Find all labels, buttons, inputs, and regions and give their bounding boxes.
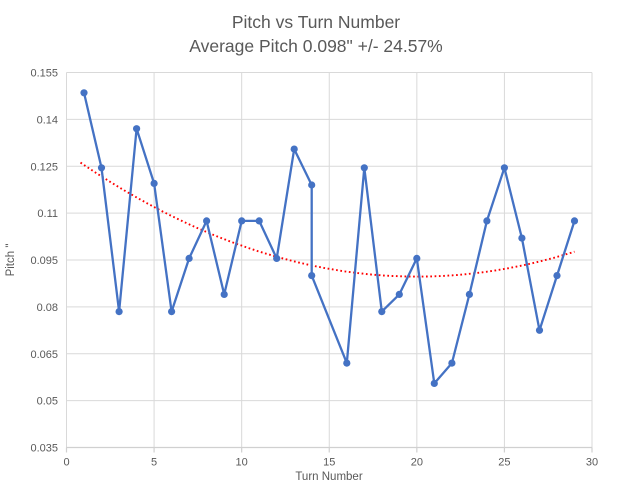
data-point[interactable] bbox=[185, 254, 193, 262]
data-point[interactable] bbox=[97, 164, 106, 172]
data-point[interactable] bbox=[150, 179, 158, 187]
data-point[interactable] bbox=[80, 89, 88, 97]
data-point[interactable] bbox=[360, 164, 368, 172]
trendline bbox=[79, 161, 575, 278]
data-point[interactable] bbox=[378, 308, 386, 316]
data-point[interactable] bbox=[238, 217, 246, 225]
data-point[interactable] bbox=[273, 254, 281, 262]
data-point[interactable] bbox=[553, 272, 561, 280]
data-point[interactable] bbox=[343, 359, 351, 367]
chart-title: Pitch vs Turn Number bbox=[232, 12, 400, 32]
data-point[interactable] bbox=[290, 145, 298, 153]
data-point[interactable] bbox=[448, 359, 456, 367]
axes bbox=[65, 446, 593, 453]
data-point[interactable] bbox=[535, 326, 544, 334]
data-point[interactable] bbox=[220, 290, 228, 298]
x-tick-label: 25 bbox=[498, 457, 510, 469]
y-tick-label: 0.05 bbox=[37, 396, 58, 408]
data-point[interactable] bbox=[465, 290, 473, 298]
y-tick-label: 0.14 bbox=[37, 114, 58, 126]
y-tick-label: 0.095 bbox=[30, 255, 58, 267]
y-axis-title: Pitch " bbox=[5, 244, 17, 277]
data-point[interactable] bbox=[133, 125, 141, 133]
y-tick-label: 0.08 bbox=[37, 302, 58, 314]
data-point[interactable] bbox=[430, 379, 438, 387]
gridlines bbox=[66, 72, 593, 448]
y-tick-label: 0.065 bbox=[30, 349, 58, 361]
x-tick-label: 0 bbox=[63, 457, 69, 469]
data-point[interactable] bbox=[168, 308, 176, 316]
trendline-layer bbox=[79, 161, 575, 278]
data-point[interactable] bbox=[500, 164, 508, 172]
x-tick-label: 5 bbox=[151, 457, 157, 469]
tick-labels: 0.035 0.05 0.065 0.08 0.095 0.11 0.125 0.14 0.15… bbox=[30, 68, 598, 469]
series-layer bbox=[80, 89, 579, 387]
data-point[interactable] bbox=[308, 181, 316, 189]
data-point[interactable] bbox=[255, 217, 263, 225]
x-tick-label: 30 bbox=[586, 457, 598, 469]
x-tick-label: 10 bbox=[236, 457, 248, 469]
y-tick-label: 0.155 bbox=[30, 68, 58, 80]
data-point[interactable] bbox=[570, 217, 579, 225]
x-tick-label: 15 bbox=[323, 457, 335, 469]
y-tick-label: 0.11 bbox=[37, 208, 58, 220]
data-point[interactable] bbox=[115, 308, 123, 316]
data-point[interactable] bbox=[518, 234, 526, 242]
data-point[interactable] bbox=[203, 217, 211, 225]
data-point[interactable] bbox=[395, 290, 403, 298]
x-tick-label: 20 bbox=[411, 457, 423, 469]
x-axis-title: Turn Number bbox=[295, 471, 362, 483]
data-point[interactable] bbox=[483, 217, 491, 225]
data-point[interactable] bbox=[413, 254, 421, 262]
data-point[interactable] bbox=[308, 272, 316, 280]
y-tick-label: 0.125 bbox=[30, 161, 58, 173]
chart-subtitle: Average Pitch 0.098" +/- 24.57% bbox=[189, 36, 443, 56]
y-tick-label: 0.035 bbox=[30, 443, 58, 455]
